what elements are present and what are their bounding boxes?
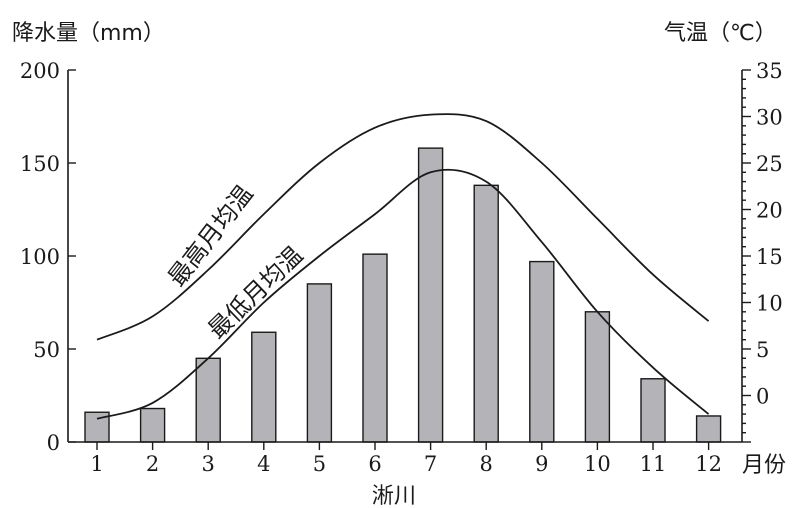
right-tick-label-25: 25 bbox=[756, 152, 783, 176]
precip-bar-11 bbox=[640, 378, 666, 443]
x-tick-label-7: 7 bbox=[424, 452, 437, 476]
precip-bar-3 bbox=[195, 357, 221, 443]
location-label: 淅川 bbox=[372, 484, 416, 508]
precip-bar-2 bbox=[139, 407, 166, 443]
right-tick-label-0: 0 bbox=[756, 385, 769, 409]
precip-bar-8 bbox=[473, 184, 499, 443]
x-tick-label-8: 8 bbox=[480, 452, 493, 476]
x-tick-label-10: 10 bbox=[584, 452, 611, 476]
left-tick-label-150: 150 bbox=[20, 152, 60, 176]
left-tick-label-0: 0 bbox=[47, 431, 60, 455]
left-tick-label-50: 50 bbox=[33, 338, 60, 362]
right-tick-label-15: 15 bbox=[756, 245, 783, 269]
left-tick-label-100: 100 bbox=[20, 245, 60, 269]
bars-layer bbox=[84, 147, 722, 443]
right-tick-label-20: 20 bbox=[756, 199, 783, 223]
precip-bar-10 bbox=[584, 311, 611, 443]
precip-bar-6 bbox=[362, 253, 388, 443]
labels-layer: 降水量（mm） 气温（℃） 月份 淅川 最高月均温 最低月均温 bbox=[12, 21, 786, 508]
x-tick-label-6: 6 bbox=[368, 452, 381, 476]
left-axis-title: 降水量（mm） bbox=[12, 21, 165, 46]
precip-bar-4 bbox=[251, 331, 277, 443]
right-tick-label-5: 5 bbox=[756, 338, 769, 362]
curves-layer bbox=[96, 113, 710, 420]
precip-bar-5 bbox=[306, 283, 333, 443]
left-tick-label-200: 200 bbox=[20, 59, 60, 83]
x-tick-label-4: 4 bbox=[257, 452, 270, 476]
x-tick-label-5: 5 bbox=[313, 452, 326, 476]
precip-bar-7 bbox=[417, 147, 444, 443]
right-axis-title: 气温（℃） bbox=[664, 21, 777, 46]
max-temp-curve bbox=[96, 113, 710, 341]
precip-bar-12 bbox=[695, 415, 722, 443]
right-tick-label-35: 35 bbox=[756, 59, 783, 83]
x-axis-unit: 月份 bbox=[742, 453, 786, 478]
x-tick-label-2: 2 bbox=[146, 452, 159, 476]
x-tick-label-9: 9 bbox=[535, 452, 548, 476]
max-temp-curve-label: 最高月均温 bbox=[163, 180, 259, 292]
x-tick-label-1: 1 bbox=[90, 452, 103, 476]
x-tick-label-11: 11 bbox=[640, 452, 667, 476]
x-tick-label-3: 3 bbox=[202, 452, 215, 476]
min-temp-curve bbox=[96, 168, 710, 420]
right-tick-label-10: 10 bbox=[756, 292, 783, 316]
precip-bar-9 bbox=[529, 260, 555, 443]
min-temp-curve-label: 最低月均温 bbox=[203, 241, 309, 345]
x-tick-label-12: 12 bbox=[695, 452, 722, 476]
right-tick-label-30: 30 bbox=[756, 106, 783, 130]
